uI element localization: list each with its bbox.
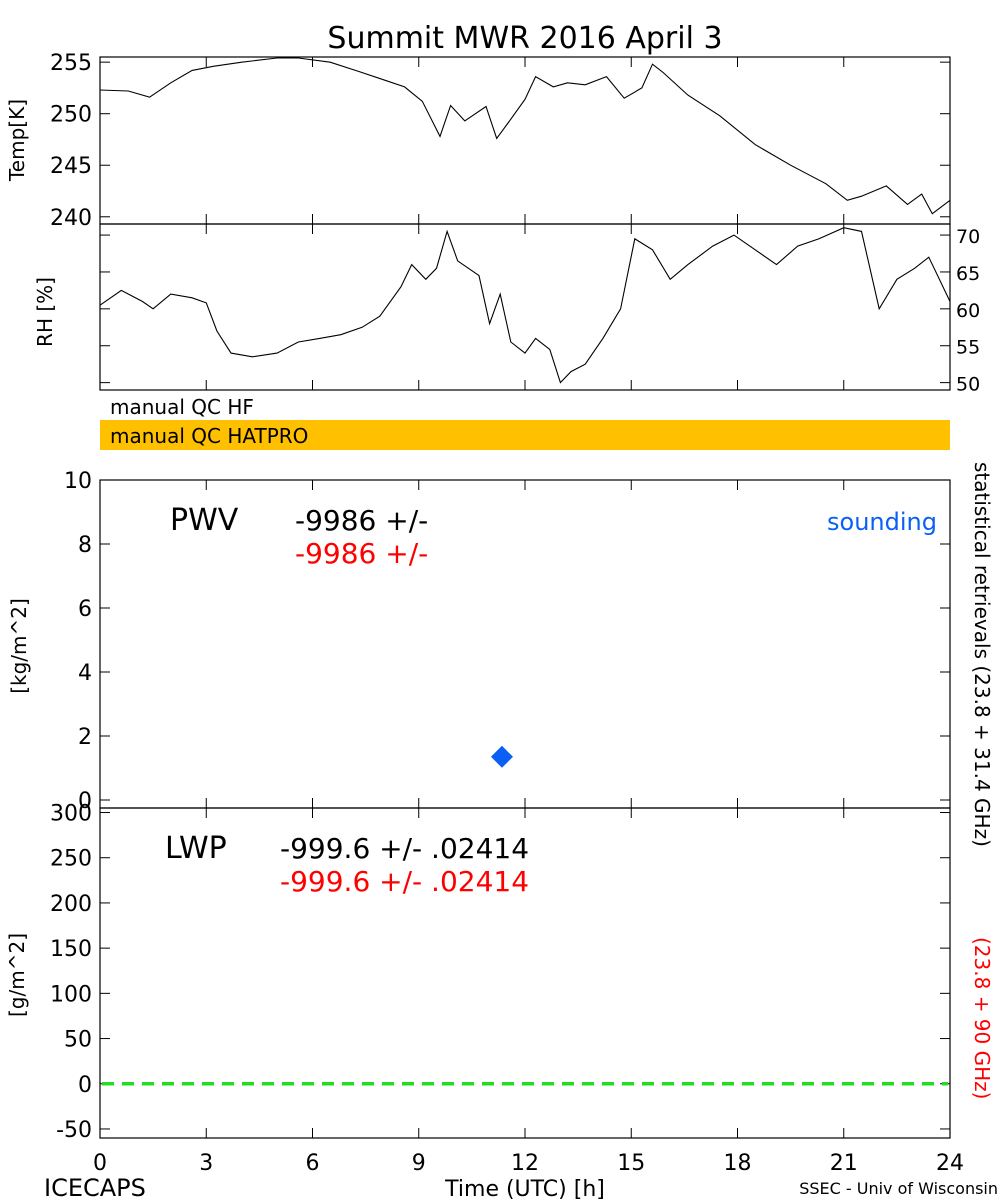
footer-left: ICECAPS — [44, 1174, 146, 1200]
pwv-ytick-label-4: 8 — [78, 533, 92, 558]
sounding-legend: sounding — [827, 508, 937, 536]
lwp-ytick-label-0: -50 — [56, 1118, 92, 1143]
rh-ytick-label-1: 55 — [956, 337, 980, 359]
lwp-ytick-label-7: 300 — [50, 802, 92, 827]
rh-axes-frame — [99, 223, 951, 391]
lwp-ytick-label-5: 200 — [50, 892, 92, 917]
x-tick-label-8: 24 — [936, 1151, 964, 1176]
lwp-ytick-label-1: 0 — [78, 1073, 92, 1098]
qc-hf-label: manual QC HF — [110, 395, 254, 419]
lwp-value-red: -999.6 +/- .02414 — [280, 865, 529, 898]
pwv-ytick-label-1: 2 — [78, 725, 92, 750]
x-tick-label-5: 15 — [617, 1151, 645, 1176]
lwp-label: LWP — [165, 831, 227, 866]
lwp-ytick-label-6: 250 — [50, 847, 92, 872]
pwv-label: PWV — [170, 503, 239, 538]
rh-ytick-label-3: 65 — [956, 263, 980, 285]
qc-hatpro-label: manual QC HATPRO — [110, 424, 308, 448]
pwv-ytick-label-0: 0 — [78, 789, 92, 814]
x-tick-label-1: 3 — [199, 1151, 213, 1176]
temp-ytick-label-0: 240 — [50, 206, 92, 231]
lwp-ytick-label-3: 100 — [50, 982, 92, 1007]
right-label-red: (23.8 + 90 GHz) — [970, 937, 994, 1099]
pwv-panel: 0 2 4 6 8 10 [kg/m^2] PWV -9986 +/- -9986 +/-… — [7, 469, 951, 814]
temp-ytick-label-3: 255 — [50, 51, 92, 76]
x-tick-label-3: 9 — [412, 1151, 426, 1176]
rh-y-label: RH [%] — [33, 277, 57, 347]
temp-ytick-label-1: 245 — [50, 154, 92, 179]
rh-panel: 50 55 60 65 70 RH [%] — [33, 223, 980, 396]
temp-panel: 240 245 250 255 Temp[K] — [5, 51, 951, 231]
sounding-marker — [490, 745, 513, 768]
right-label-black: statistical retrievals (23.8 + 31.4 GHz) — [970, 462, 994, 847]
x-tick-label-4: 12 — [511, 1151, 539, 1176]
rh-series-line — [99, 227, 951, 384]
pwv-value-red: -9986 +/- — [295, 537, 428, 570]
lwp-ytick-label-2: 50 — [64, 1028, 92, 1053]
lwp-value-black: -999.6 +/- .02414 — [280, 832, 529, 865]
rh-ytick-label-2: 60 — [956, 300, 980, 322]
figure-title: Summit MWR 2016 April 3 — [327, 21, 722, 56]
pwv-ytick-label-2: 4 — [78, 661, 92, 686]
pwv-ytick-label-3: 6 — [78, 597, 92, 622]
x-tick-label-6: 18 — [724, 1151, 752, 1176]
lwp-y-label: [g/m^2] — [5, 933, 29, 1017]
qc-hatpro-band — [100, 420, 950, 450]
x-tick-label-2: 6 — [306, 1151, 320, 1176]
pwv-ytick-label-5: 10 — [64, 469, 92, 494]
lwp-ytick-label-4: 150 — [50, 937, 92, 962]
temp-series-line — [99, 57, 951, 215]
x-tick-label-7: 21 — [830, 1151, 858, 1176]
x-axis-label: Time (UTC) [h] — [444, 1177, 605, 1200]
temp-y-label: Temp[K] — [5, 99, 29, 182]
temp-axes-frame — [99, 56, 951, 225]
footer-right: SSEC - Univ of Wisconsin — [799, 1179, 998, 1198]
temp-ytick-label-2: 250 — [50, 103, 92, 128]
x-tick-label-0: 0 — [93, 1151, 107, 1176]
rh-ytick-label-0: 50 — [956, 374, 980, 396]
pwv-y-label: [kg/m^2] — [7, 598, 31, 694]
pwv-value-black: -9986 +/- — [295, 504, 428, 537]
rh-ytick-label-4: 70 — [956, 226, 980, 248]
qc-bands: manual QC HF manual QC HATPRO — [100, 395, 950, 450]
